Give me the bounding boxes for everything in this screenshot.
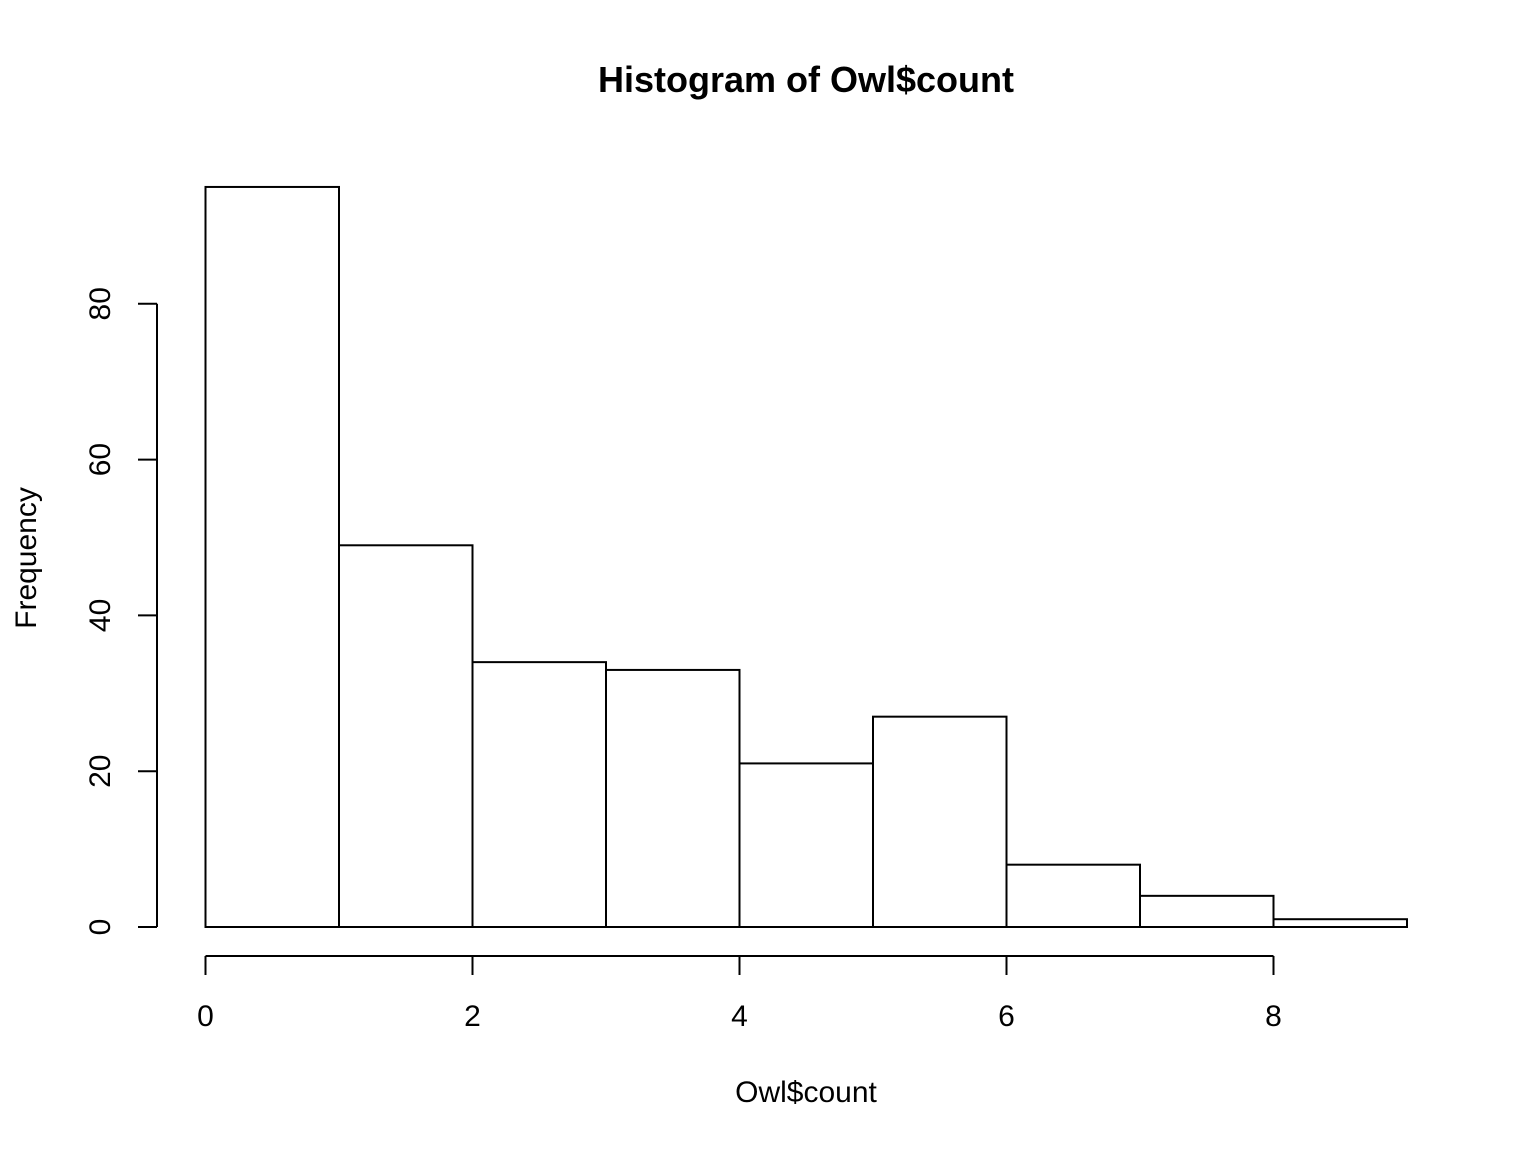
y-tick-label-40: 40	[84, 599, 117, 632]
y-tick-label-20: 20	[84, 755, 117, 788]
x-axis: 0 2 4 6 8	[197, 955, 1282, 1033]
x-tick-label-6: 6	[998, 1000, 1015, 1033]
x-axis-title: Owl$count	[735, 1076, 877, 1109]
histogram-bar-6	[1005, 863, 1141, 928]
bars-group	[204, 185, 1408, 929]
x-tick-label-0: 0	[197, 1000, 214, 1033]
histogram-bar-2	[471, 661, 607, 928]
y-axis: 0 20 40 60 80	[84, 287, 158, 936]
histogram-bar-1	[338, 544, 474, 928]
histogram-bar-8	[1272, 918, 1408, 929]
x-tick-label-4: 4	[731, 1000, 748, 1033]
x-tick-label-8: 8	[1265, 1000, 1282, 1033]
histogram-bar-4	[738, 762, 874, 928]
y-tick-label-60: 60	[84, 443, 117, 476]
x-tick-label-2: 2	[464, 1000, 481, 1033]
y-axis-title: Frequency	[10, 487, 43, 629]
histogram-bar-5	[872, 715, 1008, 928]
y-tick-label-0: 0	[84, 919, 117, 936]
y-tick-label-80: 80	[84, 287, 117, 320]
chart-title: Histogram of Owl$count	[598, 59, 1014, 100]
histogram-bar-0	[204, 185, 340, 928]
histogram-bar-7	[1139, 894, 1275, 929]
histogram-bar-3	[605, 668, 741, 928]
